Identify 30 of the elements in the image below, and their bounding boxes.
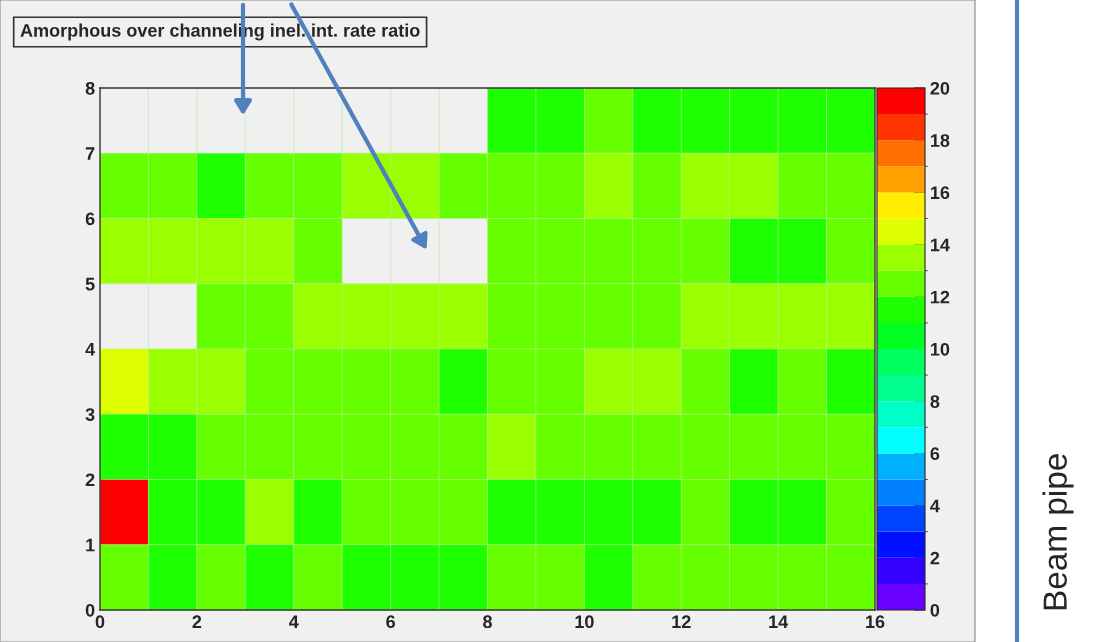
x-tick-label: 14 <box>769 615 789 628</box>
color-bar-label: 10 <box>931 342 950 356</box>
color-bar-label: 6 <box>930 447 940 461</box>
color-bar-label: 8 <box>930 395 940 408</box>
y-tick-label: 2 <box>85 473 95 487</box>
x-tick-label: 4 <box>289 615 299 628</box>
color-bar-label: 0 <box>930 603 940 617</box>
color-bar-label: 16 <box>931 186 950 200</box>
y-tick-label: 1 <box>86 538 95 552</box>
x-tick-label: 2 <box>192 615 202 628</box>
y-tick-label: 3 <box>85 408 95 421</box>
color-bar-label: 14 <box>931 238 950 252</box>
x-tick-label: 12 <box>672 615 691 628</box>
x-tick-label: 0 <box>95 615 105 629</box>
y-tick-label: 0 <box>85 603 95 617</box>
x-tick-label: 16 <box>866 615 885 629</box>
y-tick-label: 5 <box>85 277 95 291</box>
y-tick-label: 4 <box>85 343 96 356</box>
x-tick-label: 10 <box>575 615 594 629</box>
y-tick-label: 7 <box>85 147 95 160</box>
text: Beam pipe <box>1042 454 1074 610</box>
color-bar-label: 12 <box>931 290 950 304</box>
y-tick-label: 6 <box>85 212 95 226</box>
color-bar-label: 2 <box>930 551 940 565</box>
y-tick-label: 8 <box>85 81 95 95</box>
x-tick-label: 6 <box>386 615 395 629</box>
color-bar-label: 20 <box>930 81 950 95</box>
color-bar-label: 4 <box>930 499 940 513</box>
color-bar-label: 18 <box>931 134 950 147</box>
x-tick-label: 8 <box>483 615 492 629</box>
